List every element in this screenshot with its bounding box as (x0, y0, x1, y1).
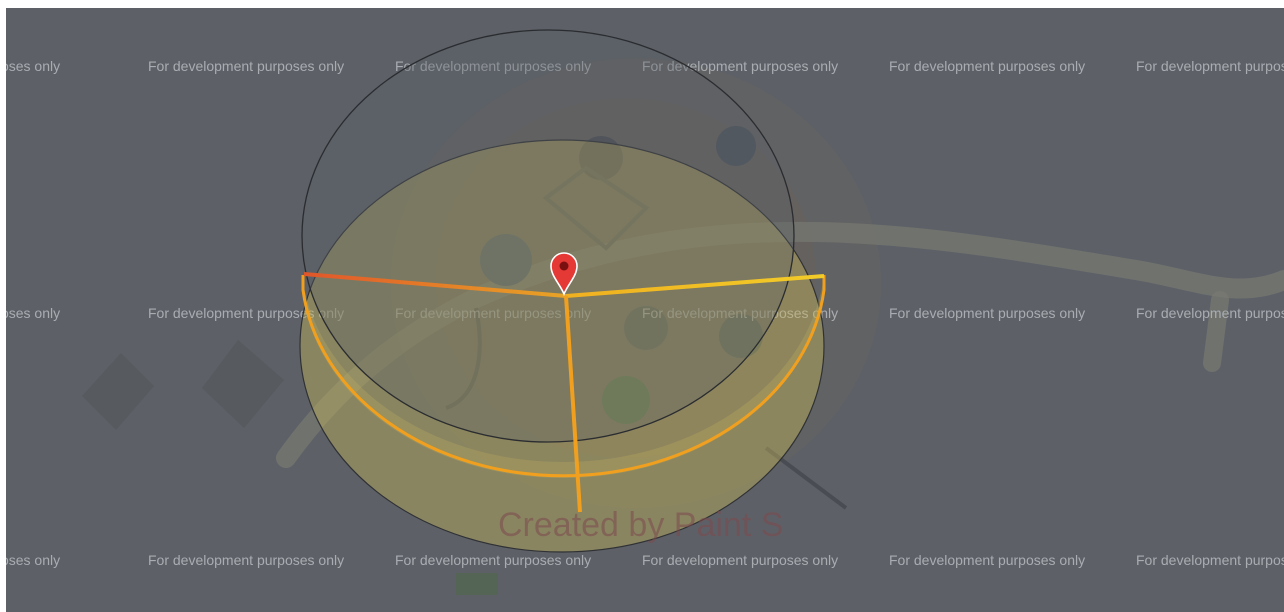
sector-line-left (303, 272, 567, 298)
sector-arc-edge (301, 275, 826, 478)
poi-dot (480, 234, 532, 286)
poi-dot (719, 314, 763, 358)
watermark-text: For development purposes only (6, 305, 60, 321)
map-pin-icon[interactable] (550, 252, 578, 297)
watermark-text: For development purposes only (1136, 58, 1284, 74)
basemap-layer (82, 58, 1284, 595)
cylinder-top-rim (301, 29, 795, 443)
watermark-text: For development purposes only (1136, 552, 1284, 568)
poi-dot (602, 376, 650, 424)
road-path (276, 221, 1284, 468)
sector-line-down (564, 295, 582, 513)
road-path (1203, 291, 1229, 372)
poi-square (456, 573, 498, 595)
watermark-text: For development purposes only (889, 305, 1085, 321)
watermark-text: For development purposes only (6, 58, 60, 74)
watermark-text: For development purposes only (889, 552, 1085, 568)
map-canvas[interactable]: For development purposes only For develop… (6, 8, 1284, 612)
watermark-text: For development purposes only (148, 305, 344, 321)
poi-dot (624, 306, 668, 350)
credit-label: Created by Paint S (498, 506, 783, 544)
watermark-text: For development purposes only (395, 552, 591, 568)
building-shape (82, 353, 154, 430)
path-outline (764, 446, 848, 510)
watermark-text: For development purposes only (395, 305, 591, 321)
watermark-text: For development purposes only (148, 552, 344, 568)
path-outline (542, 165, 650, 251)
watermark-text: For development purposes only (6, 552, 60, 568)
building-shape (202, 340, 284, 428)
watermark-layer: For development purposes only For develop… (6, 58, 1284, 568)
path-outline (445, 307, 482, 410)
watermark-text: For development purposes only (642, 552, 838, 568)
watermark-text: For development purposes only (148, 58, 344, 74)
watermark-text: For development purposes only (642, 305, 838, 321)
watermark-text: For development purposes only (889, 58, 1085, 74)
poi-dot (716, 126, 756, 166)
cylinder-overlay[interactable] (299, 29, 826, 553)
sector-line-right (565, 274, 825, 298)
watermark-text: For development purposes only (642, 58, 838, 74)
watermark-text: For development purposes only (395, 58, 591, 74)
watermark-text: For development purposes only (1136, 305, 1284, 321)
